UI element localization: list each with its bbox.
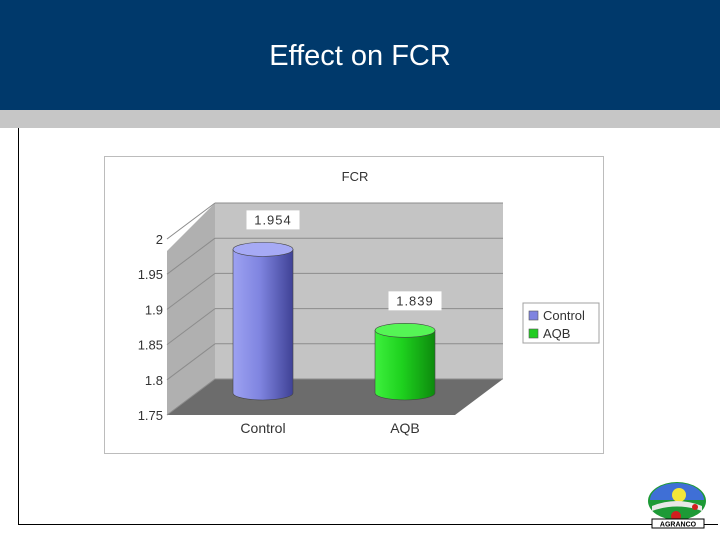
gridline-side	[166, 237, 216, 275]
bar-control	[232, 249, 294, 401]
legend-swatch	[528, 310, 539, 321]
chart-floor	[167, 379, 503, 415]
legend-label: AQB	[543, 326, 570, 341]
chart-frame: FCR 1.75 1.8 1.85 1.9 1.95 2 1.954 1.839 Contr…	[104, 156, 604, 454]
svg-text:AGRANCO: AGRANCO	[660, 522, 697, 529]
gridline-side	[166, 343, 216, 381]
bar-top-aqb	[374, 323, 436, 338]
side-wall	[167, 203, 215, 415]
agranco-logo: AGRANCO	[648, 482, 706, 529]
chart-title: FCR	[342, 169, 369, 184]
gridline-side	[166, 308, 216, 346]
y-tick-label: 1.85	[138, 338, 163, 353]
data-label-box	[388, 291, 442, 311]
y-tick-label: 1.95	[138, 267, 163, 282]
header-divider-band	[0, 110, 720, 128]
y-tick-label: 2	[156, 232, 163, 247]
bar-top-control	[232, 242, 294, 257]
legend-swatch	[528, 328, 539, 339]
y-tick-label: 1.8	[145, 373, 163, 388]
gridline-side	[166, 378, 216, 416]
left-border-line	[18, 128, 19, 525]
y-tick-label: 1.9	[145, 302, 163, 317]
bottom-border-line	[18, 524, 718, 525]
data-label-box	[246, 210, 300, 230]
fcr-chart: FCR 1.75 1.8 1.85 1.9 1.95 2 1.954 1.839 Contr…	[138, 169, 600, 436]
legend-label: Control	[543, 308, 585, 323]
y-tick-label: 1.75	[138, 408, 163, 423]
slide-title: Effect on FCR	[269, 40, 451, 72]
bar-aqb	[374, 330, 436, 401]
title-bar: Effect on FCR	[0, 0, 720, 110]
data-label: 1.839	[396, 293, 434, 308]
x-tick-label: Control	[240, 420, 285, 436]
gridline-side	[166, 273, 216, 310]
gridline-side	[166, 202, 216, 240]
data-label: 1.954	[254, 212, 292, 227]
x-tick-label: AQB	[390, 420, 420, 436]
